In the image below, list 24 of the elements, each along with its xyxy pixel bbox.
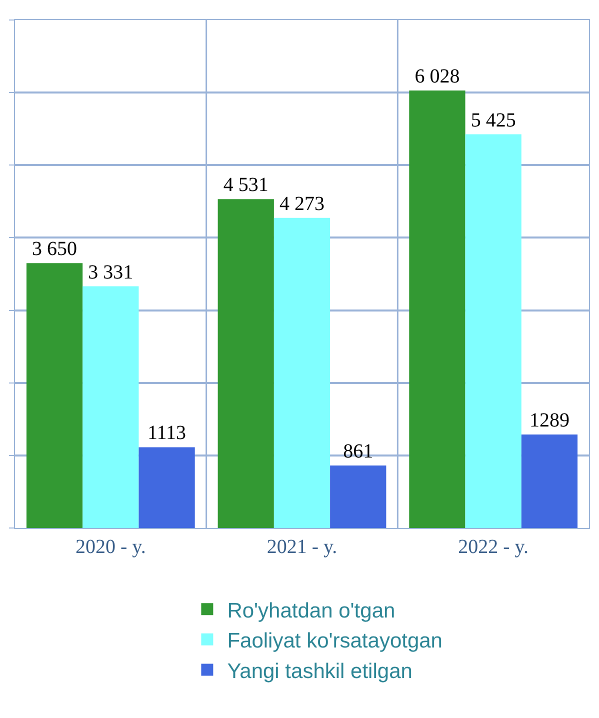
x-tick-label: 2020 - y. [75, 536, 146, 558]
bar [82, 286, 139, 528]
bar [521, 434, 578, 528]
bar [409, 90, 466, 528]
data-label: 1289 [529, 409, 570, 432]
data-label: 1113 [148, 422, 186, 444]
bar [274, 218, 330, 528]
x-tick-label: 2022 - y. [458, 536, 529, 558]
bar [218, 199, 274, 528]
bar [465, 134, 522, 528]
data-label: 4 531 [223, 174, 268, 196]
data-label: 3 650 [32, 238, 78, 260]
legend-label: Faoliyat ko'rsatayotgan [227, 630, 442, 653]
data-label: 3 331 [88, 261, 134, 284]
data-label: 4 273 [280, 192, 324, 215]
bar [26, 263, 83, 528]
data-label: 5 425 [470, 109, 516, 132]
bar [330, 466, 386, 528]
legend-label: Ro'yhatdan o'tgan [227, 599, 396, 622]
x-tick-label: 2021 - y. [266, 536, 338, 558]
data-label: 6 028 [414, 66, 460, 88]
data-label: 861 [343, 440, 374, 463]
legend-label: Yangi tashkil etilgan [227, 660, 412, 683]
bar [138, 447, 195, 528]
